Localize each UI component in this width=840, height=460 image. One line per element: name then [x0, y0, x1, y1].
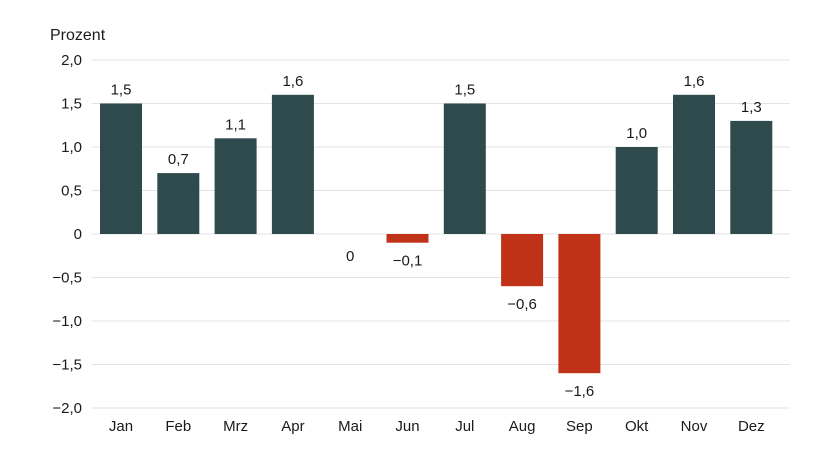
x-tick-label: Jan — [109, 418, 133, 435]
bar — [100, 103, 142, 234]
y-tick-label: 2,0 — [61, 52, 82, 69]
data-label: 1,1 — [225, 116, 246, 133]
bar — [730, 120, 773, 234]
bar — [271, 94, 314, 234]
y-tick-label: −2,0 — [52, 400, 82, 417]
bar — [558, 234, 601, 374]
x-tick-label: Jul — [455, 418, 474, 435]
bar — [673, 94, 715, 234]
x-tick-label: Mai — [338, 418, 362, 435]
data-label: 0 — [346, 248, 354, 265]
y-tick-label: 0 — [74, 226, 82, 243]
x-tick-label: Apr — [281, 418, 304, 435]
y-tick-label: −1,0 — [52, 313, 82, 330]
bars — [100, 94, 773, 374]
y-tick-label: 0,5 — [61, 183, 82, 200]
x-tick-label: Sep — [566, 418, 593, 435]
x-tick-label: Jun — [395, 418, 419, 435]
data-label: 1,0 — [626, 125, 647, 142]
data-label: 1,6 — [282, 73, 303, 90]
data-label: 0,7 — [168, 151, 189, 168]
x-tick-label: Okt — [625, 418, 649, 435]
data-label: −0,6 — [507, 296, 537, 313]
y-tick-label: 1,0 — [61, 139, 82, 156]
bar — [214, 138, 257, 234]
x-tick-label: Nov — [681, 418, 708, 435]
data-labels: 1,5 0,7 1,1 1,6 0 −0,1 1,5 −0,6 −1,6 1,0 1,6 1,3 — [111, 73, 762, 400]
bar — [386, 234, 429, 243]
gridlines — [92, 59, 790, 409]
y-axis-ticks: 2,0 1,5 1,0 0,5 0 −0,5 −1,0 −1,5 −2,0 — [52, 52, 82, 417]
data-label: 1,5 — [111, 82, 132, 99]
x-tick-label: Feb — [165, 418, 191, 435]
x-tick-label: Mrz — [223, 418, 248, 435]
x-tick-label: Aug — [509, 418, 536, 435]
bar — [501, 234, 544, 287]
data-label: −1,6 — [565, 383, 595, 400]
data-label: 1,3 — [741, 99, 762, 116]
bar — [443, 103, 486, 234]
y-tick-label: −0,5 — [52, 270, 82, 287]
data-label: 1,6 — [684, 73, 705, 90]
x-tick-label: Dez — [738, 418, 765, 435]
y-unit-label: Prozent — [50, 27, 106, 44]
bar — [157, 173, 200, 234]
data-label: 1,5 — [454, 82, 475, 99]
x-axis-labels: Jan Feb Mrz Apr Mai Jun Jul Aug Sep Okt Nov Dez — [109, 418, 765, 435]
bar — [615, 147, 658, 234]
y-tick-label: −1,5 — [52, 357, 82, 374]
data-label: −0,1 — [393, 253, 423, 270]
y-tick-label: 1,5 — [61, 96, 82, 113]
